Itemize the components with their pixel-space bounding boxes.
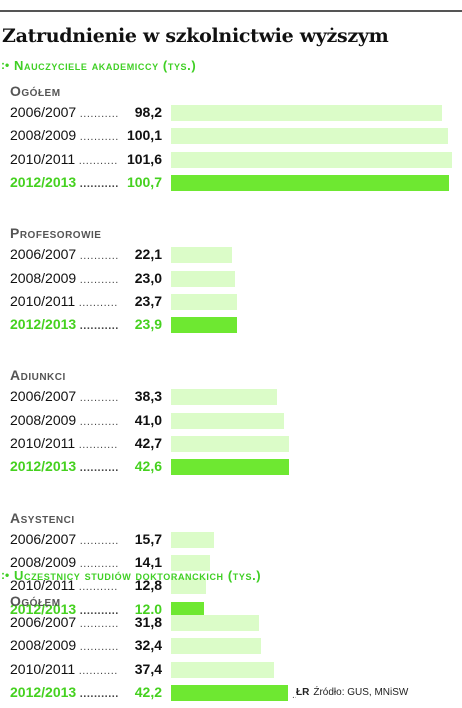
row-value: 12,0 (118, 600, 162, 617)
bar (171, 389, 277, 406)
section-icon: :• (1, 568, 10, 582)
row-value: 42,2 (118, 683, 162, 700)
bar-highlight (171, 684, 288, 701)
row-value: 100,1 (118, 127, 162, 144)
row-label: 2010/2011 (10, 151, 130, 167)
row-value: 15,7 (118, 530, 162, 547)
bar (171, 615, 259, 631)
source-logo: ŁR (296, 687, 310, 698)
bar (171, 638, 261, 655)
row-value: 101,6 (118, 150, 162, 167)
row-label: 2006/2007 (10, 104, 130, 120)
bar-highlight (171, 601, 204, 618)
row-value: 32,4 (118, 637, 162, 654)
row-label: 2008/2009 (10, 127, 130, 143)
group-title: Ogółem (10, 593, 61, 609)
row-label: 2006/2007 (10, 614, 130, 630)
group-title: Profesorowie (10, 225, 102, 242)
row-label: 2012/2013 (10, 684, 130, 700)
row-value: 14,1 (118, 553, 162, 570)
row-label: 2012/2013 (10, 601, 130, 617)
bar (171, 412, 284, 429)
bar (171, 531, 214, 548)
chart-title: Zatrudnienie w szkolnictwie wyższym (2, 25, 389, 47)
section-title: Nauczyciele akademiccy (tys.) (14, 58, 197, 73)
top-rule (0, 10, 462, 12)
source-text: Źródło: GUS, MNiSW (313, 687, 409, 698)
row-label: 2010/2011 (10, 293, 130, 309)
row-value: 38,3 (118, 388, 162, 405)
row-label: 2006/2007 (10, 388, 130, 404)
row-value: 42,7 (118, 435, 162, 451)
row-value: 22,1 (118, 246, 162, 263)
bar (171, 128, 448, 145)
row-value: 98,2 (118, 104, 162, 120)
row-value: 23,9 (118, 316, 162, 333)
group-title: Adiunkci (10, 367, 66, 384)
row-label: 2008/2009 (10, 412, 130, 428)
bar (171, 270, 235, 287)
section-title: Uczestnicy studiów doktoranckich (tys.) (14, 568, 262, 583)
row-value: 42,6 (118, 458, 162, 475)
bar (171, 554, 210, 571)
row-value: 12,8 (118, 577, 162, 594)
bar (171, 293, 237, 310)
bar-highlight (171, 459, 289, 476)
row-label: 2012/2013 (10, 174, 130, 190)
group-title: Ogółem (10, 83, 61, 99)
bar (171, 105, 442, 121)
row-label: 2006/2007 (10, 246, 130, 262)
row-value: 31,8 (118, 614, 162, 630)
row-label: 2008/2009 (10, 270, 130, 286)
row-value: 41,0 (118, 411, 162, 428)
row-label: 2012/2013 (10, 458, 130, 474)
row-value: 37,4 (118, 660, 162, 677)
row-label: 2008/2009 (10, 637, 130, 653)
source-note: ŁR Źródło: GUS, MNiSW (296, 687, 458, 698)
row-label: 2010/2011 (10, 661, 130, 677)
row-label: 2010/2011 (10, 577, 130, 593)
row-label: 2010/2011 (10, 435, 130, 451)
row-value: 23,7 (118, 292, 162, 309)
bar (171, 247, 232, 264)
bar-highlight (171, 174, 449, 191)
row-value: 23,0 (118, 269, 162, 286)
bar (171, 578, 206, 595)
bar (171, 436, 289, 452)
bar (171, 661, 274, 678)
row-label: 2012/2013 (10, 316, 130, 332)
row-value: 100,7 (118, 173, 162, 190)
row-label: 2008/2009 (10, 554, 130, 570)
bar-highlight (171, 317, 237, 334)
section-icon: :• (1, 58, 10, 72)
group-title: Asystenci (10, 509, 75, 526)
bar (171, 151, 452, 168)
row-label: 2006/2007 (10, 531, 130, 547)
